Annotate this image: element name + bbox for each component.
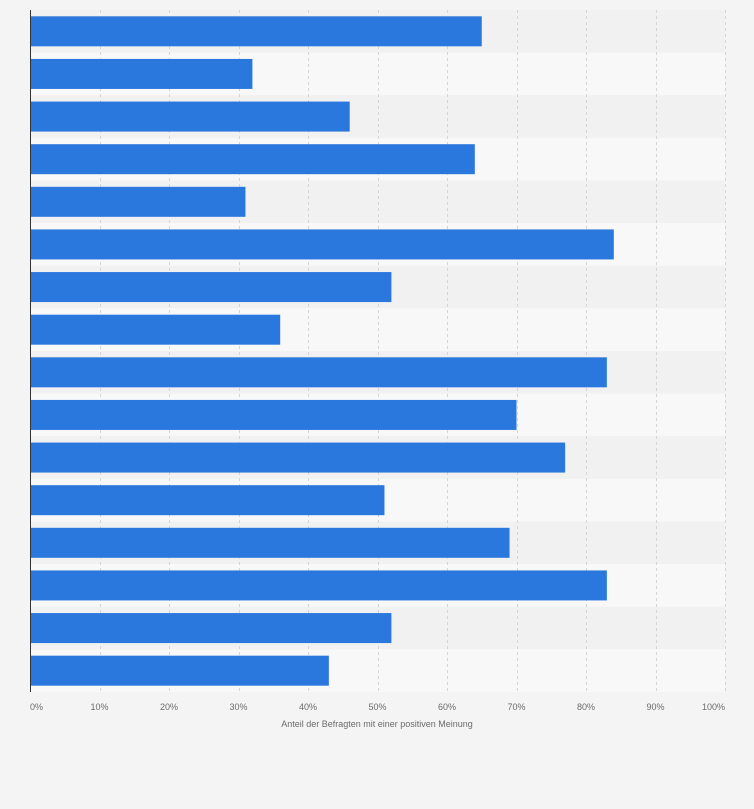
bar <box>30 527 510 558</box>
bar <box>30 186 246 217</box>
x-tick-label: 90% <box>646 702 664 712</box>
bar <box>30 314 281 345</box>
x-tick-label: 50% <box>368 702 386 712</box>
x-axis: 0% 10% 20% 30% 40% 50% 60% 70% 80% 90% 100% <box>30 702 725 712</box>
x-tick-label: 30% <box>229 702 247 712</box>
x-tick-label: 20% <box>160 702 178 712</box>
bar <box>30 613 392 644</box>
x-tick-label: 70% <box>507 702 525 712</box>
bar <box>30 16 482 47</box>
bar <box>30 229 614 260</box>
x-tick-label: 100% <box>702 702 725 712</box>
x-tick-label: 0% <box>30 702 43 712</box>
x-tick-label: 60% <box>438 702 456 712</box>
bar <box>30 485 385 516</box>
bar <box>30 58 253 89</box>
bar <box>30 399 517 430</box>
x-tick-label: 80% <box>577 702 595 712</box>
bar <box>30 357 607 388</box>
x-tick-label: 10% <box>90 702 108 712</box>
x-tick-label: 40% <box>299 702 317 712</box>
bars <box>30 16 614 686</box>
bar <box>30 442 566 473</box>
bar <box>30 272 392 303</box>
bar <box>30 570 607 601</box>
x-axis-title: Anteil der Befragten mit einer positiven… <box>281 719 473 729</box>
bar <box>30 101 350 132</box>
bar <box>30 655 329 686</box>
bar <box>30 144 475 175</box>
